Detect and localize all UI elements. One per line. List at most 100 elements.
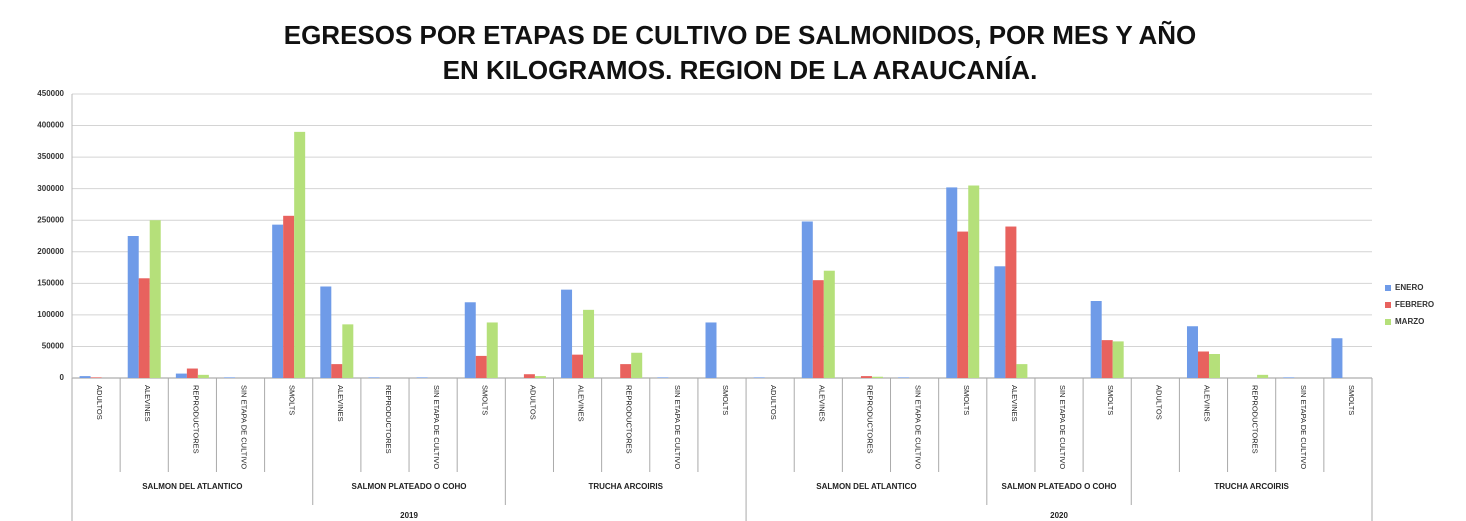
x-tick-label: SMOLTS [962, 385, 971, 415]
bar [79, 376, 91, 378]
x-tick-label: SIN ETAPA DE CULTIVO [673, 385, 682, 469]
legend-swatch [1385, 302, 1391, 308]
bar [898, 377, 910, 378]
bar [149, 220, 161, 378]
x-tick-label: SMOLTS [1347, 385, 1356, 415]
x-tick-label: REPRODUCTORES [191, 385, 200, 454]
bar [1016, 364, 1028, 378]
bar [186, 368, 198, 378]
bar [475, 355, 487, 378]
x-tick-label: SIN ETAPA DE CULTIVO [1058, 385, 1067, 469]
bar [1005, 226, 1017, 378]
x-tick-label: SMOLTS [288, 385, 297, 415]
x-tick-label: REPRODUCTORES [1251, 385, 1260, 454]
bar [1197, 351, 1209, 378]
group-label: SALMON PLATEADO O COHO [1001, 482, 1117, 491]
x-tick-label: SMOLTS [1106, 385, 1115, 415]
x-tick-label: ADULTOS [769, 385, 778, 420]
bar [1283, 377, 1295, 378]
bar [994, 266, 1006, 378]
bar [1331, 338, 1343, 378]
x-tick-label: ADULTOS [528, 385, 537, 420]
group-label: TRUCHA ARCOIRIS [588, 482, 663, 491]
bar [368, 377, 380, 378]
bar [968, 185, 980, 378]
bar [464, 302, 476, 378]
x-tick-label: REPRODUCTORES [384, 385, 393, 454]
x-tick-label: ADULTOS [95, 385, 104, 420]
bar [1112, 341, 1124, 378]
bar [583, 309, 595, 378]
legend-swatch [1385, 319, 1391, 325]
bar [90, 377, 102, 378]
y-tick-label: 50000 [42, 342, 65, 351]
bar [801, 221, 813, 378]
x-tick-label: ALEVINES [143, 385, 152, 422]
bar [860, 376, 872, 378]
bar [1186, 326, 1198, 378]
bar [138, 278, 150, 378]
bar [331, 364, 343, 378]
legend-label: MARZO [1395, 317, 1424, 326]
legend-label: FEBRERO [1395, 300, 1434, 309]
x-tick-label: ALEVINES [1010, 385, 1019, 422]
bar [1090, 301, 1102, 378]
bar [1208, 354, 1220, 378]
y-tick-label: 300000 [37, 184, 64, 193]
y-tick-label: 200000 [37, 247, 64, 256]
y-tick-label: 450000 [37, 89, 64, 98]
x-tick-label: SIN ETAPA DE CULTIVO [914, 385, 923, 469]
chart-title: EN KILOGRAMOS. REGION DE LA ARAUCANÍA. [443, 55, 1038, 85]
x-tick-label: ALEVINES [577, 385, 586, 422]
x-tick-label: REPRODUCTORES [865, 385, 874, 454]
bar [1101, 340, 1113, 378]
legend-swatch [1385, 285, 1391, 291]
x-tick-label: REPRODUCTORES [625, 385, 634, 454]
bar [416, 377, 428, 378]
bar [294, 131, 306, 378]
x-tick-label: ALEVINES [817, 385, 826, 422]
year-label: 2020 [1050, 511, 1068, 520]
x-tick-label: SIN ETAPA DE CULTIVO [432, 385, 441, 469]
bar [342, 324, 354, 378]
chart-title: EGRESOS POR ETAPAS DE CULTIVO DE SALMONI… [284, 20, 1197, 50]
bar [620, 364, 632, 378]
bar [523, 374, 535, 378]
group-label: TRUCHA ARCOIRIS [1214, 482, 1289, 491]
x-tick-label: ALEVINES [1202, 385, 1211, 422]
bar [631, 352, 643, 378]
y-tick-label: 400000 [37, 121, 64, 130]
year-label: 2019 [400, 511, 418, 520]
bar [272, 224, 284, 378]
bar [957, 231, 969, 378]
bar [127, 236, 139, 378]
bar [812, 280, 824, 378]
group-label: SALMON PLATEADO O COHO [351, 482, 467, 491]
legend-label: ENERO [1395, 283, 1423, 292]
bar [946, 187, 958, 378]
bar [197, 374, 209, 378]
bar [572, 354, 584, 378]
bar [320, 286, 332, 378]
bar [657, 377, 669, 378]
y-tick-label: 0 [60, 373, 65, 382]
x-tick-label: ADULTOS [1154, 385, 1163, 420]
group-label: SALMON DEL ATLANTICO [142, 482, 243, 491]
x-tick-label: SMOLTS [721, 385, 730, 415]
x-tick-label: SIN ETAPA DE CULTIVO [1299, 385, 1308, 469]
group-label: SALMON DEL ATLANTICO [816, 482, 917, 491]
x-tick-label: ALEVINES [336, 385, 345, 422]
x-tick-label: SIN ETAPA DE CULTIVO [240, 385, 249, 469]
y-tick-label: 350000 [37, 152, 64, 161]
bar [561, 289, 573, 378]
bar [224, 377, 236, 378]
bar [486, 322, 498, 378]
y-tick-label: 250000 [37, 215, 64, 224]
bar [1257, 374, 1269, 378]
y-tick-label: 100000 [37, 310, 64, 319]
x-tick-label: SMOLTS [480, 385, 489, 415]
bar [823, 270, 835, 378]
bar [705, 322, 717, 378]
bar [753, 377, 765, 378]
